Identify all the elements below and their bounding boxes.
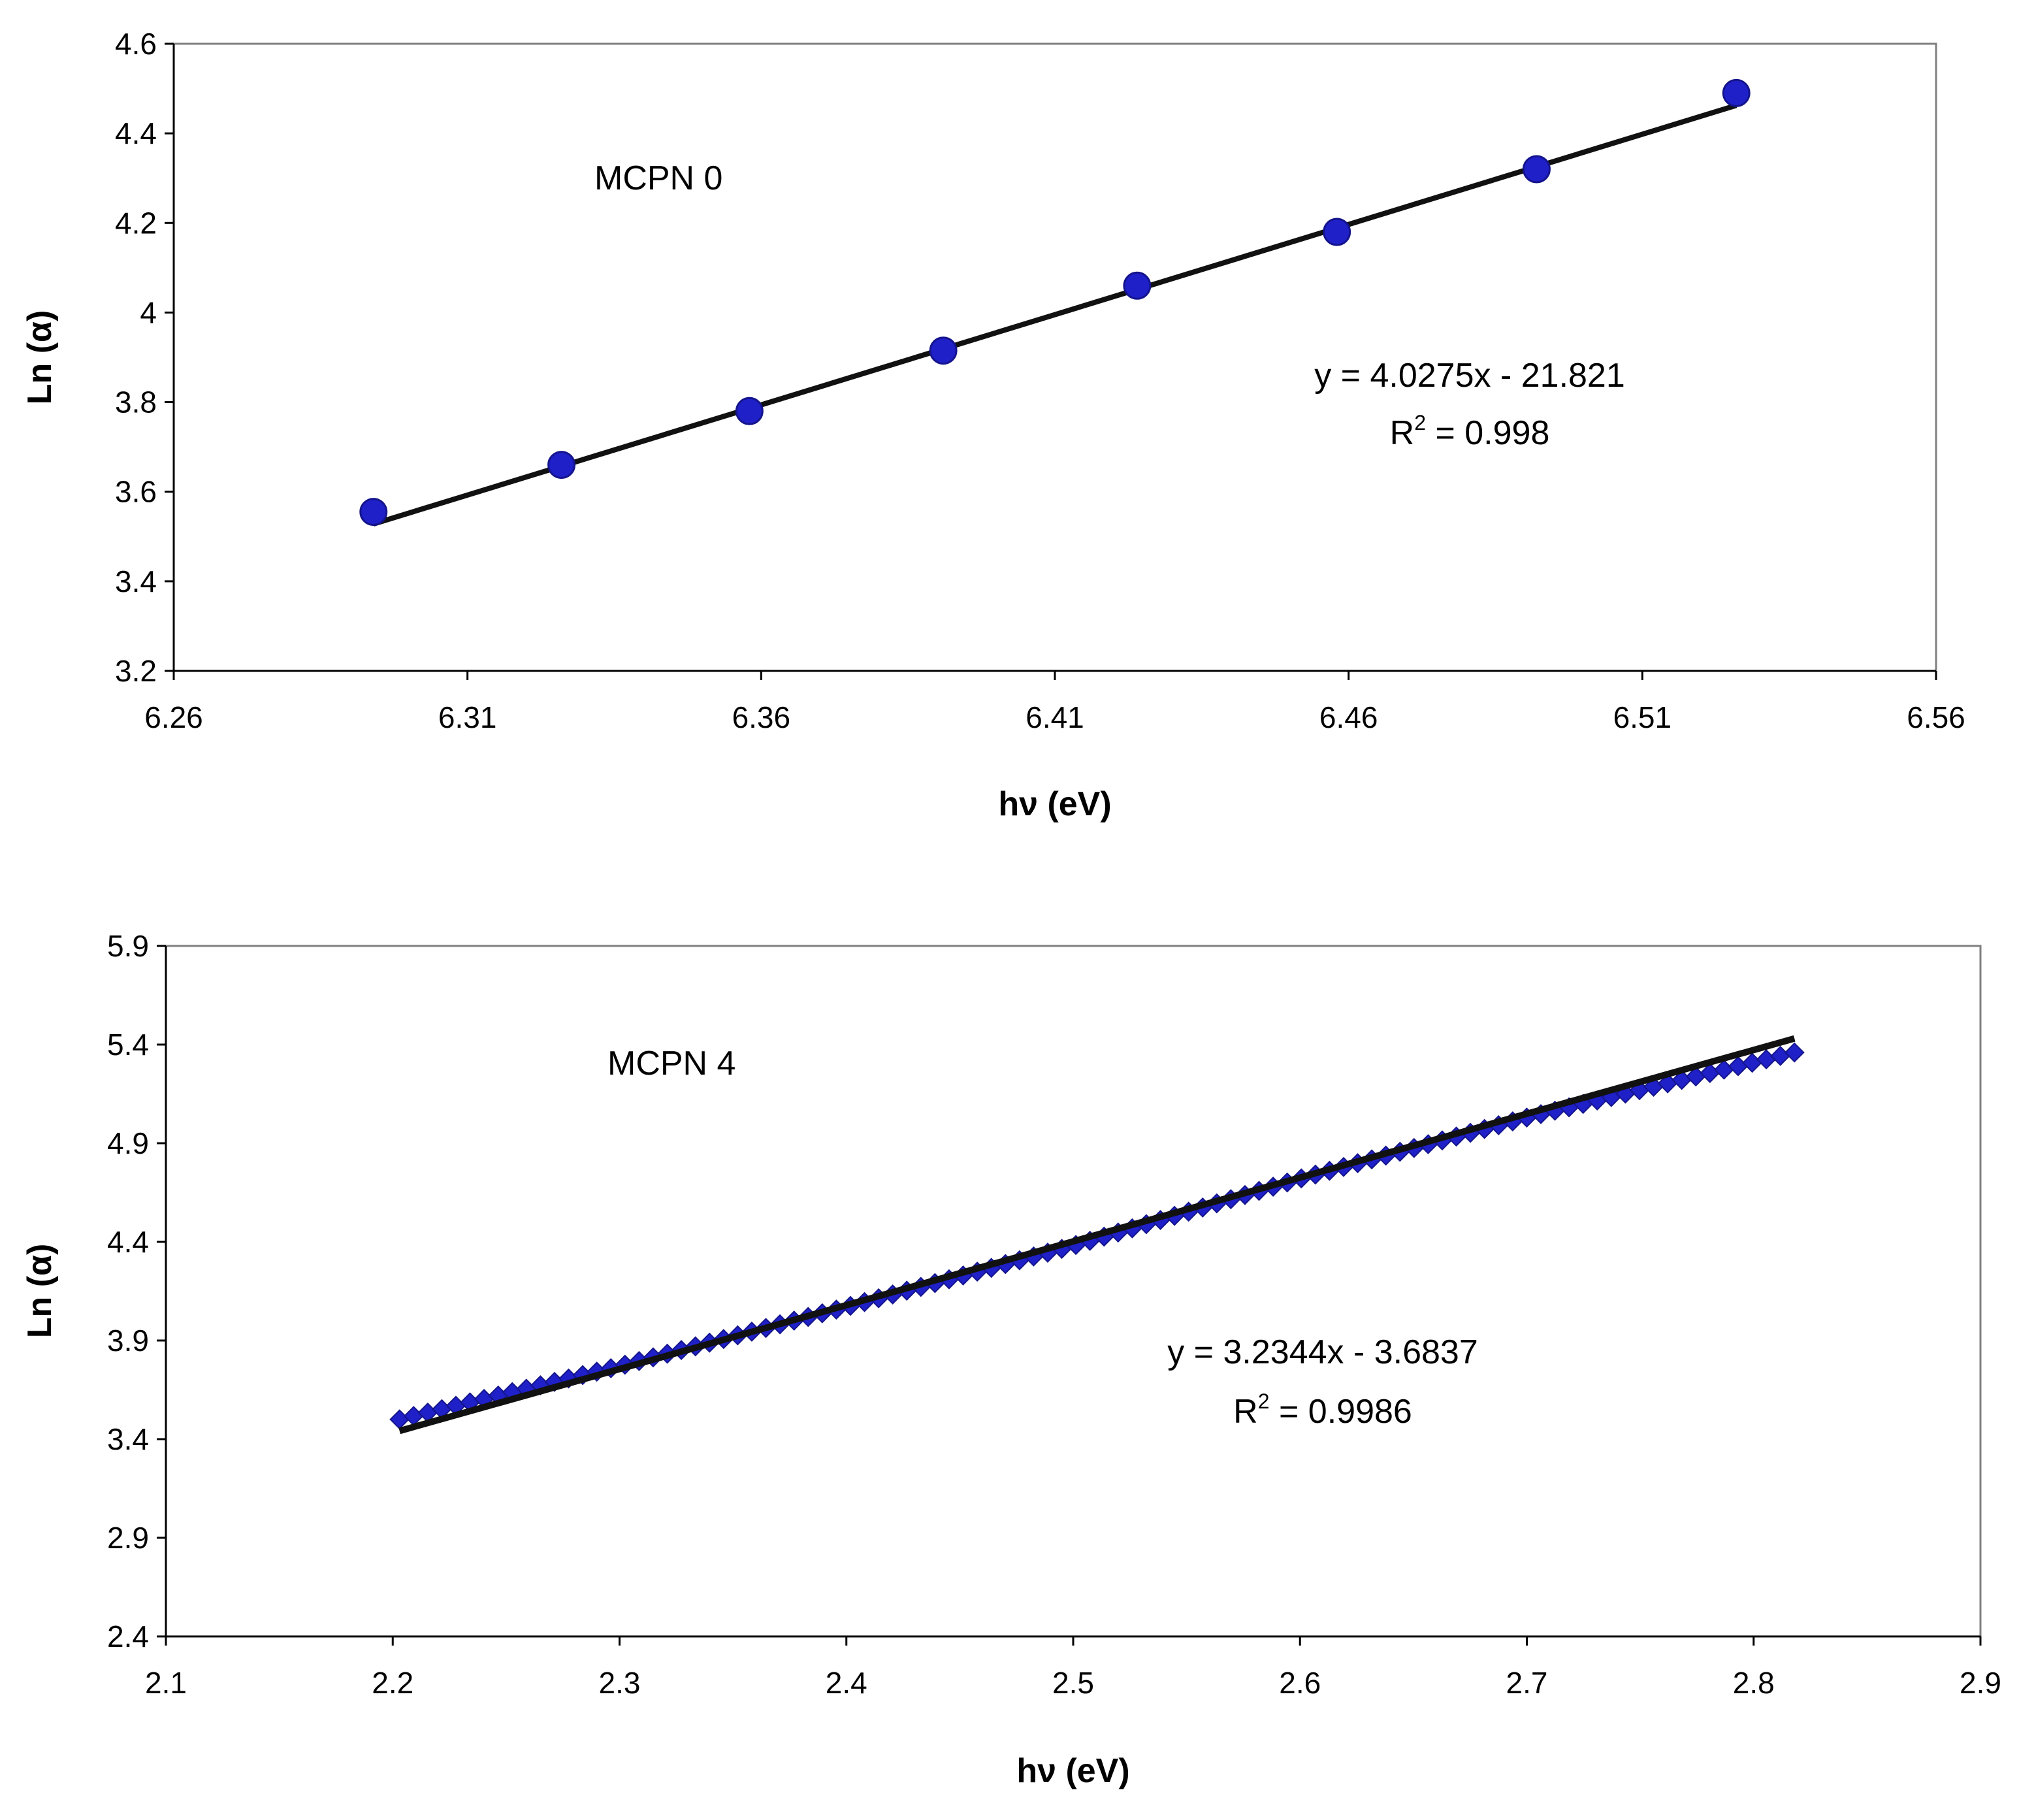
r-squared-letter: R <box>1233 1393 1258 1431</box>
x-tick-label: 2.8 <box>1733 1666 1775 1700</box>
data-point <box>547 451 576 479</box>
r-squared: R2 = 0.9986 <box>1233 1389 1412 1431</box>
x-tick-label: 2.3 <box>599 1666 641 1700</box>
y-axis-title: Ln (α) <box>21 1244 59 1339</box>
plot-area <box>165 945 1982 1638</box>
y-tick-label: 3.2 <box>115 654 157 688</box>
series-label: MCPN 0 <box>594 159 722 197</box>
r-squared-letter: R <box>1390 414 1415 452</box>
x-tick-label: 6.41 <box>1026 700 1084 734</box>
trendline-equation: y = 3.2344x - 3.6837 <box>1167 1333 1478 1371</box>
r-squared-exponent: 2 <box>1414 411 1426 434</box>
x-tick-label: 6.36 <box>732 700 791 734</box>
x-tick-label: 6.26 <box>144 700 203 734</box>
fit-line-group <box>372 103 1737 527</box>
chart-mcpn-0: 3.23.43.63.844.24.44.6 6.26 6.31 6.36 6.41 6… <box>21 27 1965 823</box>
x-tick-label: 6.51 <box>1613 700 1672 734</box>
y-tick-label: 4.4 <box>107 1225 149 1259</box>
y-tick-label: 3.4 <box>115 564 157 598</box>
r-squared: R2 = 0.998 <box>1390 411 1550 452</box>
trendline-equation: y = 4.0275x - 21.821 <box>1314 357 1625 395</box>
x-tick-label: 2.7 <box>1506 1666 1548 1700</box>
y-tick-label: 5.4 <box>107 1028 149 1062</box>
x-tick-label: 6.56 <box>1907 700 1965 734</box>
y-tick-label: 4.6 <box>115 27 157 61</box>
y-tick-label: 3.8 <box>115 385 157 419</box>
y-tick-label: 3.6 <box>115 475 157 509</box>
y-tick-labels: 3.2 3.4 3.6 3.8 4 4.2 4.4 4.6 <box>115 27 174 688</box>
trendline <box>372 103 1737 527</box>
chart-mcpn-4: 2.4 2.9 3.4 3.9 4.4 4.9 5.4 5.9 2.1 2.2 2.3 2.4 2.5… <box>21 929 2001 1790</box>
x-tick-label: 6.46 <box>1319 700 1378 734</box>
x-tick-label: 2.2 <box>372 1666 413 1700</box>
r-squared-value: = 0.9986 <box>1270 1393 1412 1431</box>
data-point <box>359 498 388 527</box>
x-tick-label: 2.9 <box>1960 1666 2001 1700</box>
trendline <box>398 1035 1796 1435</box>
y-tick-label: 2.9 <box>107 1521 149 1555</box>
y-tick-label: 3.4 <box>107 1422 149 1456</box>
y-tick-label: 3.9 <box>107 1324 149 1357</box>
y-axis-title: Ln (α) <box>21 310 59 405</box>
y-tick-label: 4 <box>140 295 157 329</box>
y-tick-labels: 2.4 2.9 3.4 3.9 4.4 4.9 5.4 5.9 <box>107 929 166 1653</box>
x-tick-label: 2.6 <box>1279 1666 1321 1700</box>
y-tick-label: 2.4 <box>107 1619 149 1653</box>
x-axis-title: hν (eV) <box>998 785 1111 823</box>
r-squared-exponent: 2 <box>1258 1389 1270 1413</box>
x-axis-title: hν (eV) <box>1016 1752 1129 1790</box>
x-tick-label: 6.31 <box>438 700 497 734</box>
y-tick-label: 5.9 <box>107 929 149 963</box>
x-tick-label: 2.4 <box>826 1666 867 1700</box>
y-tick-label: 4.2 <box>115 206 157 240</box>
data-point <box>1323 218 1351 246</box>
plot-area <box>172 42 1937 672</box>
fit-line-group <box>398 1035 1796 1435</box>
x-tick-labels: 6.26 6.31 6.36 6.41 6.46 6.51 6.56 <box>144 671 1965 734</box>
y-tick-label: 4.9 <box>107 1126 149 1160</box>
data-point <box>929 336 958 365</box>
data-points <box>359 78 1751 527</box>
data-point <box>1722 78 1751 107</box>
data-point <box>1784 1042 1805 1063</box>
r-squared-value: = 0.998 <box>1426 414 1549 452</box>
x-tick-label: 2.5 <box>1052 1666 1094 1700</box>
data-point <box>1123 271 1152 300</box>
data-point <box>1522 155 1551 184</box>
data-point <box>735 397 764 425</box>
x-tick-label: 2.1 <box>145 1666 187 1700</box>
y-tick-label: 4.4 <box>115 116 157 150</box>
series-label: MCPN 4 <box>607 1045 735 1082</box>
x-tick-labels: 2.1 2.2 2.3 2.4 2.5 2.6 2.7 2.8 2.9 <box>145 1636 2001 1700</box>
